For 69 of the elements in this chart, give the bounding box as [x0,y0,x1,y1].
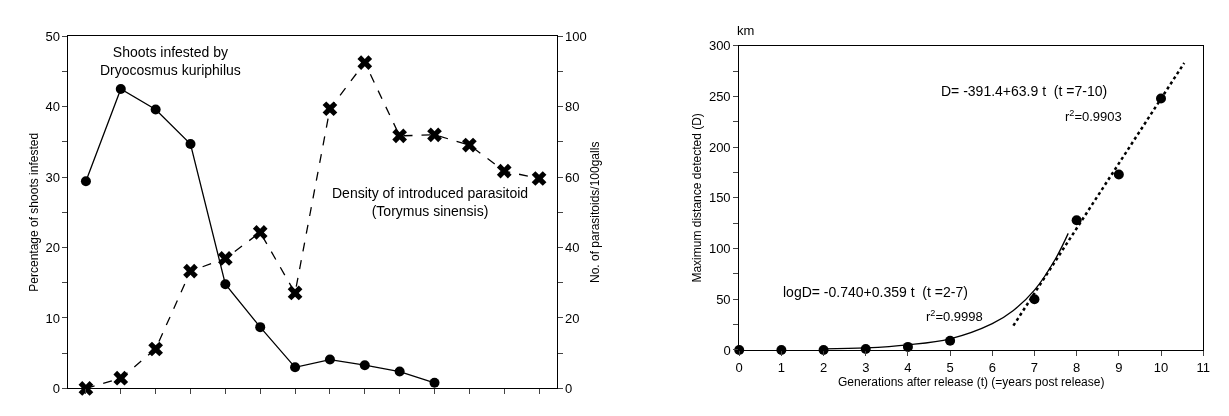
point [183,263,198,279]
y-axis-title: Maximum distance detected (D) [690,113,705,283]
point [324,354,335,365]
point [80,176,91,187]
point [148,341,163,357]
x-tick-label: 11 [1196,359,1210,375]
y-tick-label: 50 [45,28,60,44]
point [113,370,129,386]
x-tick-label: 9 [1115,359,1123,375]
point [359,360,370,371]
y-tick-label: 100 [708,241,731,257]
y-tick-label: 30 [45,169,60,185]
point [496,163,512,179]
x-tick-label: 0 [735,359,743,375]
text: km [737,23,755,38]
point [429,377,440,388]
point [357,55,373,70]
point [287,285,303,301]
point [252,225,268,240]
y-tick-label: 50 [716,291,731,307]
y2-tick-label: 40 [565,240,580,256]
x-tick-label: 10 [1153,359,1169,375]
point [1071,215,1082,226]
x-tick-label: 8 [1073,359,1081,375]
point [531,171,547,186]
x-tick-label: 4 [904,359,912,375]
y2-tick-label: 20 [565,310,580,326]
y-tick-label: 40 [45,99,60,115]
annotation: Shoots infested by Dryocosmus kuriphilus [100,44,241,79]
point [427,127,442,143]
y-tick-label: 0 [723,342,731,358]
y-tick-label: 10 [45,310,60,326]
x-tick-label: 7 [1030,359,1039,375]
annotation: r$^{2}$=0.9903 [1065,108,1122,125]
x-tick-label: 1 [777,359,786,375]
point [185,138,196,149]
x-axis-title: Generations after release (t) (=years post release) [837,374,1105,389]
point [150,104,161,115]
annotation: D= -391.4+63.9 t (t =7-10) [941,83,1108,99]
y-tick-label: 150 [708,190,731,206]
point [394,366,405,377]
point [115,84,126,95]
y-axis-title: Percentage of shoots infested [26,132,41,292]
point [462,137,477,153]
point [392,128,407,144]
x-tick-label: 5 [946,359,954,375]
point [220,279,231,290]
y-tick-label: 200 [708,139,731,155]
point [290,362,301,373]
y-tick-label: 300 [708,38,731,54]
y2-tick-label: 60 [565,169,580,185]
x-tick-label: 3 [862,359,870,375]
y2-tick-label: 100 [565,28,587,44]
annotation: Density of introduced parasitoid (Torymus sinensis) [332,185,529,220]
y2-axis-title: No. of parasitoids/100galls [587,141,602,284]
annotation: r$^{2}$=0.9998 [926,308,983,325]
point [255,322,266,333]
y-tick-label: 250 [708,89,731,105]
y2-tick-label: 0 [565,381,573,396]
x-tick-label: 6 [988,359,996,375]
point [1113,169,1124,180]
point [78,381,94,396]
x-tick-label: 2 [819,359,828,375]
point [217,251,233,266]
y-tick-label: 20 [45,240,60,256]
y2-tick-label: 80 [565,99,580,115]
y-tick-label: 0 [52,381,60,396]
point [322,101,338,117]
annotation: logD= -0.740+0.359 t (t =2-7) [783,284,968,300]
